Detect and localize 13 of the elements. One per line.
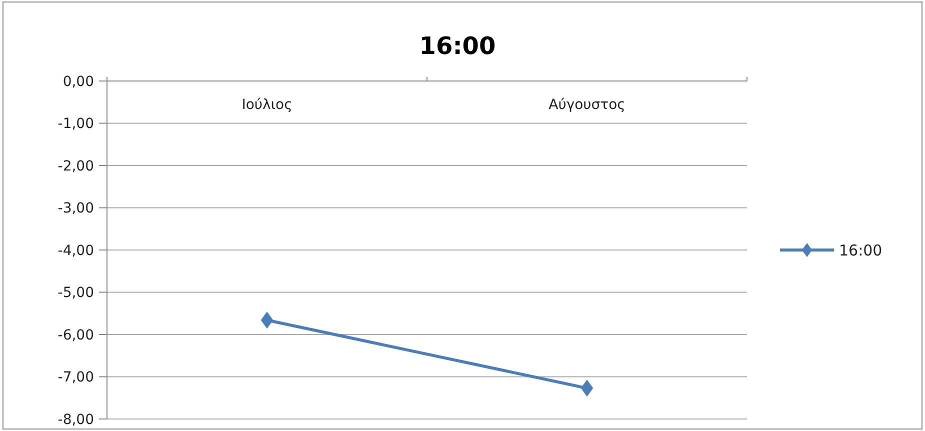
- legend-label: 16:00: [839, 241, 882, 260]
- chart-title: 16:00: [419, 32, 496, 60]
- y-tick-label: -6,00: [58, 327, 94, 344]
- y-tick-label: -3,00: [58, 200, 94, 217]
- y-tick-label: -2,00: [58, 158, 94, 174]
- y-tick-label: -1,00: [58, 116, 94, 132]
- x-tick-label: Αύγουστος: [548, 97, 626, 113]
- y-tick-label: -7,00: [58, 370, 94, 386]
- y-tick-label: -5,00: [58, 285, 94, 302]
- x-tick-label: Ιούλιος: [242, 97, 292, 113]
- y-tick-label: 0,00: [62, 74, 94, 90]
- y-tick-label: -8,00: [58, 412, 94, 428]
- y-tick-label: -4,00: [58, 242, 94, 259]
